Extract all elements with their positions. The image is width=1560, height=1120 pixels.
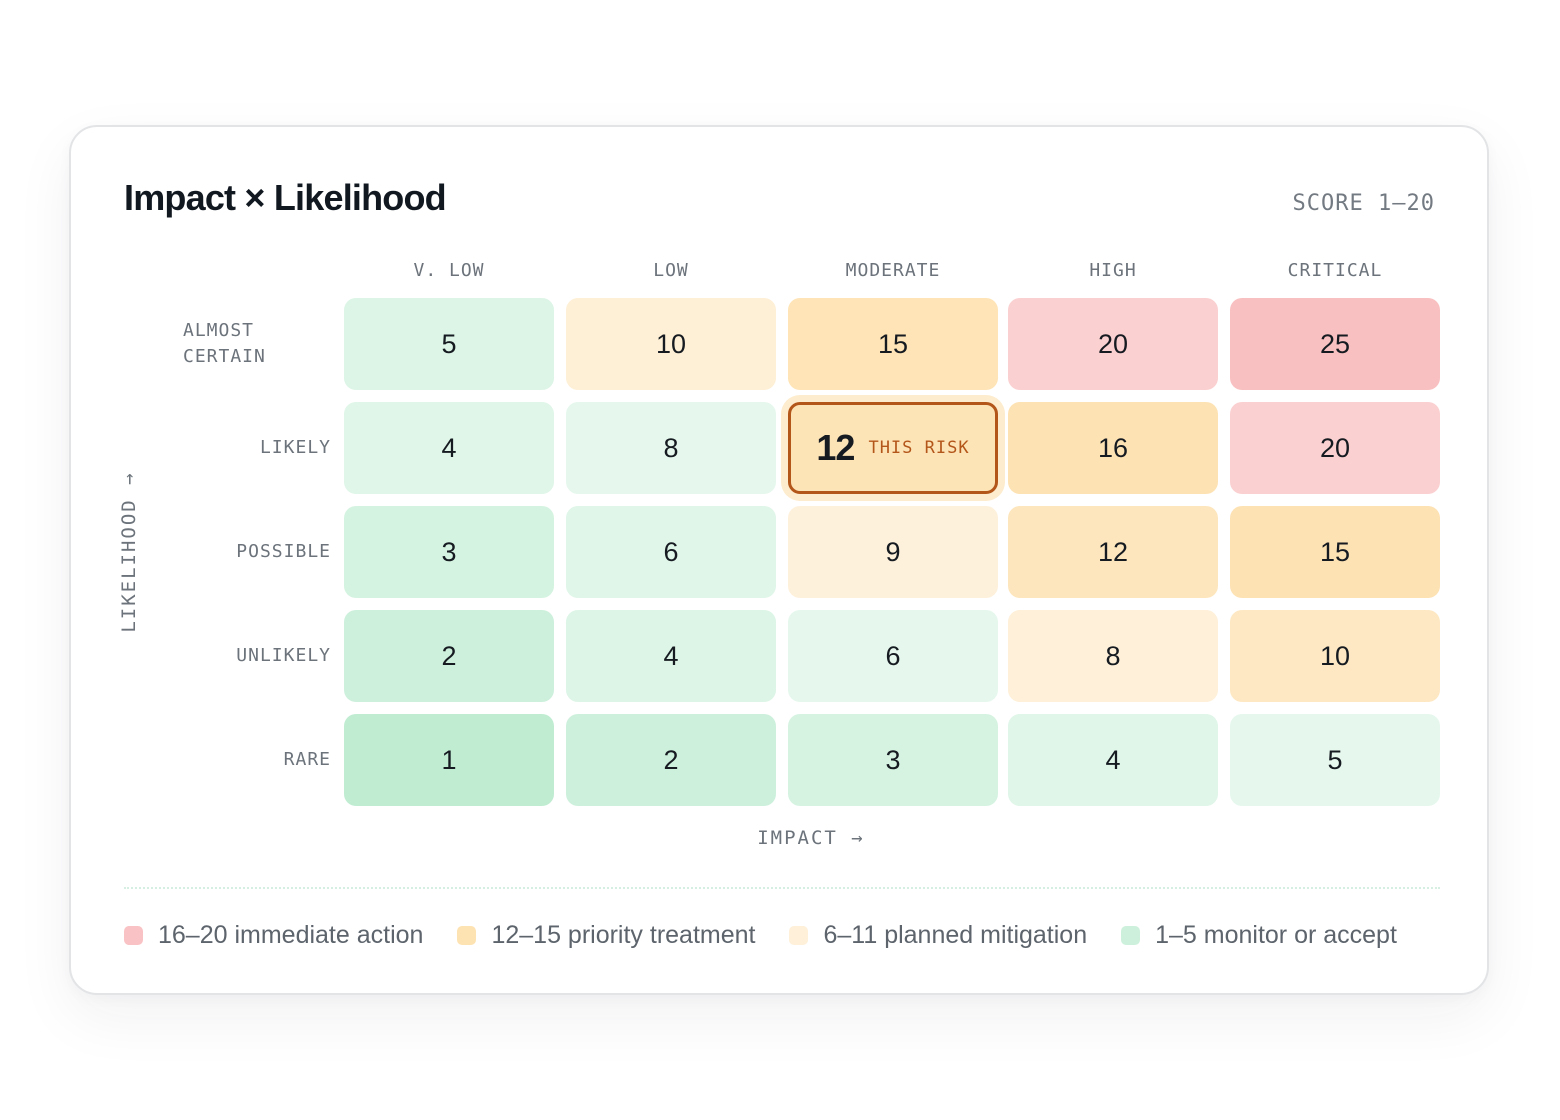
cell-score: 9 [885, 536, 901, 567]
cell-score: 4 [663, 640, 679, 671]
legend-swatch [789, 925, 809, 945]
heatmap-cell: 2 [344, 610, 554, 702]
this-risk-marker-label: THIS RISK [868, 438, 970, 458]
column-header: LOW [653, 260, 689, 281]
column-header: CRITICAL [1287, 260, 1383, 281]
heatmap-cell: 20 [1008, 298, 1218, 390]
cell-score: 10 [655, 328, 687, 359]
cell-score: 2 [441, 640, 457, 671]
cell-score: 3 [441, 536, 457, 567]
legend-item: 1–5 monitor or accept [1121, 921, 1397, 950]
legend-swatch [124, 925, 143, 945]
heatmap-cell: 10 [566, 298, 776, 390]
column-header: MODERATE [845, 260, 941, 281]
cell-score: 4 [441, 432, 457, 463]
heatmap-cell: 5 [1230, 714, 1440, 806]
legend-divider [124, 887, 1440, 889]
row-header: UNLIKELY [236, 645, 331, 666]
legend-item: 16–20 immediate action [124, 921, 423, 950]
heatmap-cell: 20 [1230, 402, 1440, 494]
cell-score: 1 [441, 744, 457, 775]
cell-score: 25 [1319, 328, 1351, 359]
highlighted-risk-cell: 12 THIS RISK [788, 402, 998, 494]
cell-score: 16 [1097, 432, 1129, 463]
cell-score: 8 [663, 432, 679, 463]
heatmap-cell: 2 [566, 714, 776, 806]
cell-score: 6 [885, 640, 901, 671]
heatmap-cell: 1 [344, 714, 554, 806]
legend-swatch [457, 925, 477, 945]
y-axis-label: LIKELIHOOD → [118, 471, 140, 633]
heatmap-cell: 16 [1008, 402, 1218, 494]
row-header: ALMOST CERTAIN [183, 320, 266, 367]
heatmap-cell: 15 [1230, 506, 1440, 598]
column-header: HIGH [1089, 260, 1137, 281]
cell-score: 10 [1319, 640, 1351, 671]
legend-label: 12–15 priority treatment [491, 920, 756, 949]
cell-score: 15 [1319, 536, 1351, 567]
heatmap-cell: 8 [566, 402, 776, 494]
cell-score: 4 [1105, 744, 1121, 775]
cell-score: 8 [1105, 640, 1121, 671]
cell-score: 5 [441, 328, 457, 359]
column-header: V. LOW [413, 260, 485, 281]
highlighted-risk-score: 12 [816, 427, 855, 468]
cell-score: 20 [1319, 432, 1351, 463]
row-header: LIKELY [259, 437, 331, 458]
cell-score: 2 [663, 744, 679, 775]
heatmap-cell: 4 [566, 610, 776, 702]
legend-label: 6–11 planned mitigation [823, 920, 1088, 949]
heatmap-cell: 4 [344, 402, 554, 494]
heatmap-cell: 6 [566, 506, 776, 598]
heatmap-cell: 15 [788, 298, 998, 390]
legend-item: 6–11 planned mitigation [789, 921, 1087, 950]
chart-title: Impact × Likelihood [124, 177, 447, 218]
x-axis-label: IMPACT → [757, 827, 865, 849]
heatmap-cell: 12 [1008, 506, 1218, 598]
cell-score: 12 [1097, 536, 1129, 567]
heatmap-cell: 4 [1008, 714, 1218, 806]
cell-score: 3 [885, 744, 901, 775]
row-header: RARE [283, 749, 331, 770]
heatmap-cell: 9 [788, 506, 998, 598]
heatmap-cell: 5 [344, 298, 554, 390]
heatmap-cell: 8 [1008, 610, 1218, 702]
heatmap-cell: 3 [788, 714, 998, 806]
legend: 16–20 immediate action 12–15 priority tre… [124, 917, 1431, 953]
score-scale-label: SCORE 1–20 [1292, 191, 1435, 216]
cell-score: 5 [1327, 744, 1343, 775]
cell-score: 20 [1097, 328, 1129, 359]
row-header: POSSIBLE [236, 541, 331, 562]
risk-matrix-card: Impact × Likelihood SCORE 1–20 V. LOW LOW… [69, 125, 1489, 995]
heatmap-cell: 25 [1230, 298, 1440, 390]
cell-score: 6 [663, 536, 679, 567]
legend-label: 16–20 immediate action [158, 920, 424, 949]
heatmap-cell: 10 [1230, 610, 1440, 702]
heatmap-cell: 6 [788, 610, 998, 702]
heatmap-cell: 3 [344, 506, 554, 598]
legend-item: 12–15 priority treatment [457, 921, 755, 950]
legend-swatch [1121, 925, 1141, 945]
legend-label: 1–5 monitor or accept [1155, 920, 1397, 949]
cell-score: 15 [877, 328, 909, 359]
